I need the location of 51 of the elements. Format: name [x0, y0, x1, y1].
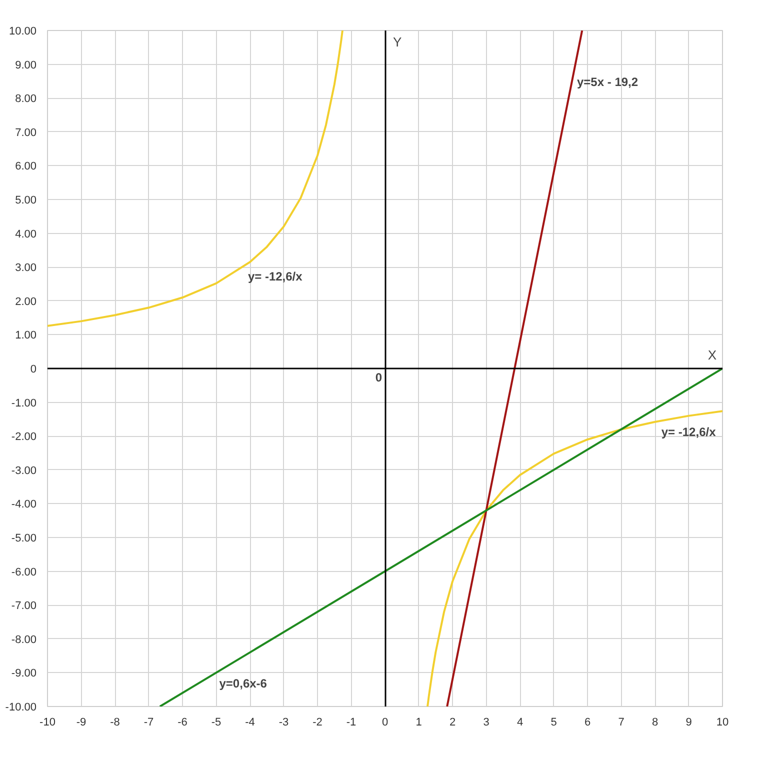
annotation: y= -12,6/x — [661, 425, 716, 440]
x-tick-label: -10 — [40, 716, 56, 728]
y-tick-label: 7.00 — [15, 126, 37, 139]
x-tick-label: -8 — [110, 716, 120, 728]
x-tick-label: 8 — [652, 716, 658, 728]
y-tick-label: 10.00 — [8, 26, 37, 38]
x-tick-label: 2 — [449, 716, 456, 728]
annotation: y=0,6x-6 — [219, 676, 268, 691]
y-tick-label: -9.00 — [11, 668, 37, 680]
y-tick-label: -2.00 — [11, 431, 37, 444]
y-axis-title: Y — [393, 34, 402, 50]
y-tick-label: 6.00 — [15, 160, 37, 173]
annotation: y=5x - 19,2 — [577, 75, 638, 90]
x-tick-label: -1 — [346, 716, 356, 728]
y-tick-label: -1.00 — [11, 397, 37, 410]
y-tick-label: 3.00 — [15, 262, 37, 274]
x-tick-label: 5 — [550, 716, 557, 728]
x-tick-label: -2 — [312, 716, 322, 728]
x-tick-label: -4 — [245, 716, 255, 728]
x-tick-label: 0 — [382, 716, 388, 728]
x-tick-label: 9 — [686, 716, 692, 728]
x-tick-label: 3 — [483, 716, 490, 728]
annotation: 0 — [375, 370, 382, 384]
y-tick-label: 4.00 — [15, 228, 37, 240]
y-tick-label: 2.00 — [15, 296, 37, 308]
y-tick-label: -4.00 — [11, 498, 37, 511]
line-series — [426, 410, 722, 706]
x-tick-label: 1 — [416, 716, 422, 728]
y-tick-label: 0 — [30, 364, 37, 376]
y-tick-label: 1.00 — [15, 330, 37, 342]
x-axis-title: X — [708, 348, 717, 362]
x-tick-label: 6 — [584, 716, 591, 728]
y-tick-label: -5.00 — [11, 532, 37, 544]
x-tick-label: -9 — [76, 716, 86, 728]
x-tick-label: 7 — [618, 716, 624, 728]
y-tick-label: -6.00 — [11, 566, 37, 578]
x-tick-label: 4 — [516, 716, 524, 728]
x-tick-label: -3 — [278, 716, 289, 728]
line-series — [48, 30, 344, 327]
x-tick-label: -5 — [211, 716, 222, 728]
y-tick-label: 8.00 — [15, 93, 37, 106]
y-tick-label: 5.00 — [15, 194, 37, 206]
y-tick-label: -7.00 — [11, 600, 37, 612]
x-tick-label: 10 — [716, 716, 729, 728]
y-tick-label: 9.00 — [15, 59, 37, 72]
x-tick-label: -7 — [144, 716, 154, 728]
y-tick-label: -8.00 — [11, 634, 37, 646]
x-tick-label: -6 — [178, 716, 188, 728]
y-tick-label: -3.00 — [11, 464, 37, 477]
y-tick-label: -10.00 — [5, 702, 37, 714]
annotation: y= -12,6/x — [248, 270, 303, 284]
